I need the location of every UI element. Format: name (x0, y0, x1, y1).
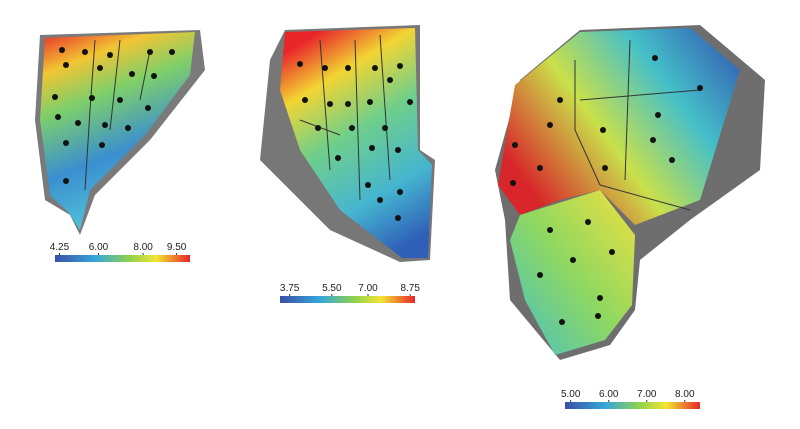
colorbar-tick-label: 7.00 (358, 283, 378, 294)
colorbar-tick-label: 9.50 (167, 242, 187, 253)
colorbar-tick-label: 8.75 (400, 283, 420, 294)
colorbar-tick-label: 3.75 (280, 283, 300, 294)
colorbar-tick-label: 5.50 (322, 283, 342, 294)
colorbar (280, 296, 415, 303)
bone-fragment (510, 190, 635, 355)
bone-fragment (498, 28, 740, 225)
crack (299, 34, 391, 201)
bone-fragment (280, 28, 432, 258)
sample-points (297, 61, 413, 221)
colorbar-tick-label: 8.00 (133, 242, 153, 253)
crack (84, 39, 151, 191)
bone-fragment (40, 32, 195, 230)
colorbar (565, 402, 700, 409)
colorbar-tick-label: 6.00 (599, 389, 619, 400)
colorbar-tick-label: 5.00 (561, 389, 581, 400)
colorbar-tick-label: 7.00 (637, 389, 657, 400)
crack (574, 39, 701, 211)
colorbar-tick-label: 8.00 (675, 389, 695, 400)
sample-points (510, 55, 703, 325)
colorbar (55, 255, 190, 262)
sample-points (52, 47, 175, 184)
colorbar-tick-label: 6.00 (89, 242, 109, 253)
colorbar-tick-label: 4.25 (50, 242, 70, 253)
